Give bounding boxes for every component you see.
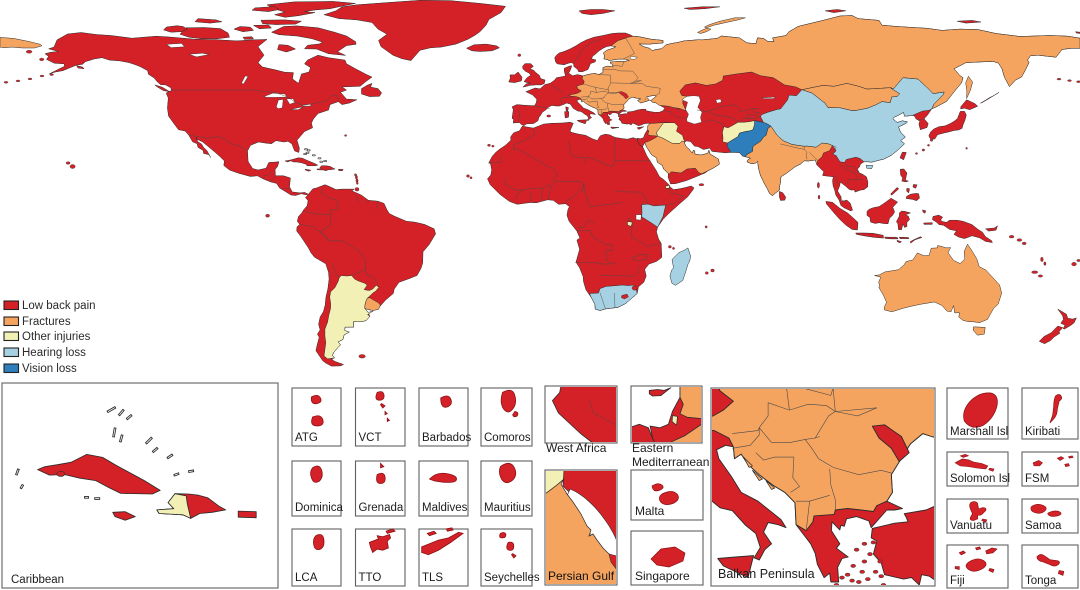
svg-text:Comoros: Comoros bbox=[484, 432, 531, 444]
svg-text:Hearing loss: Hearing loss bbox=[22, 347, 86, 359]
svg-text:Caribbean: Caribbean bbox=[11, 574, 64, 586]
svg-text:Singapore: Singapore bbox=[635, 569, 690, 583]
svg-text:Low back pain: Low back pain bbox=[22, 300, 96, 312]
svg-text:Seychelles: Seychelles bbox=[484, 572, 540, 584]
svg-text:West Africa: West Africa bbox=[546, 441, 607, 455]
svg-text:Other injuries: Other injuries bbox=[22, 331, 91, 343]
svg-text:Tonga: Tonga bbox=[1025, 575, 1057, 587]
svg-text:Vision loss: Vision loss bbox=[22, 363, 77, 375]
svg-text:Fractures: Fractures bbox=[22, 316, 71, 328]
svg-text:Kiribati: Kiribati bbox=[1025, 426, 1060, 438]
svg-text:Eastern: Eastern bbox=[632, 441, 673, 455]
svg-text:Marshall Isl: Marshall Isl bbox=[950, 426, 1008, 438]
svg-text:Mediterranean: Mediterranean bbox=[632, 455, 709, 469]
svg-text:LCA: LCA bbox=[295, 572, 318, 584]
svg-text:TTO: TTO bbox=[359, 572, 382, 584]
svg-text:Persian Gulf: Persian Gulf bbox=[548, 569, 615, 583]
svg-text:Solomon Isl: Solomon Isl bbox=[950, 473, 1010, 485]
svg-text:TLS: TLS bbox=[422, 572, 443, 584]
svg-text:FSM: FSM bbox=[1025, 473, 1049, 485]
svg-text:Mauritius: Mauritius bbox=[484, 502, 531, 514]
svg-text:Vanuatu: Vanuatu bbox=[950, 520, 992, 532]
svg-text:Samoa: Samoa bbox=[1025, 520, 1062, 532]
svg-text:Barbados: Barbados bbox=[422, 432, 471, 444]
svg-text:Fiji: Fiji bbox=[950, 575, 965, 587]
svg-text:Malta: Malta bbox=[635, 504, 665, 518]
svg-text:Maldives: Maldives bbox=[422, 502, 468, 514]
svg-text:ATG: ATG bbox=[295, 432, 318, 444]
svg-text:Balkan Peninsula: Balkan Peninsula bbox=[718, 567, 815, 581]
svg-text:Grenada: Grenada bbox=[359, 502, 404, 514]
svg-text:VCT: VCT bbox=[359, 432, 382, 444]
svg-text:Dominica: Dominica bbox=[295, 502, 344, 514]
